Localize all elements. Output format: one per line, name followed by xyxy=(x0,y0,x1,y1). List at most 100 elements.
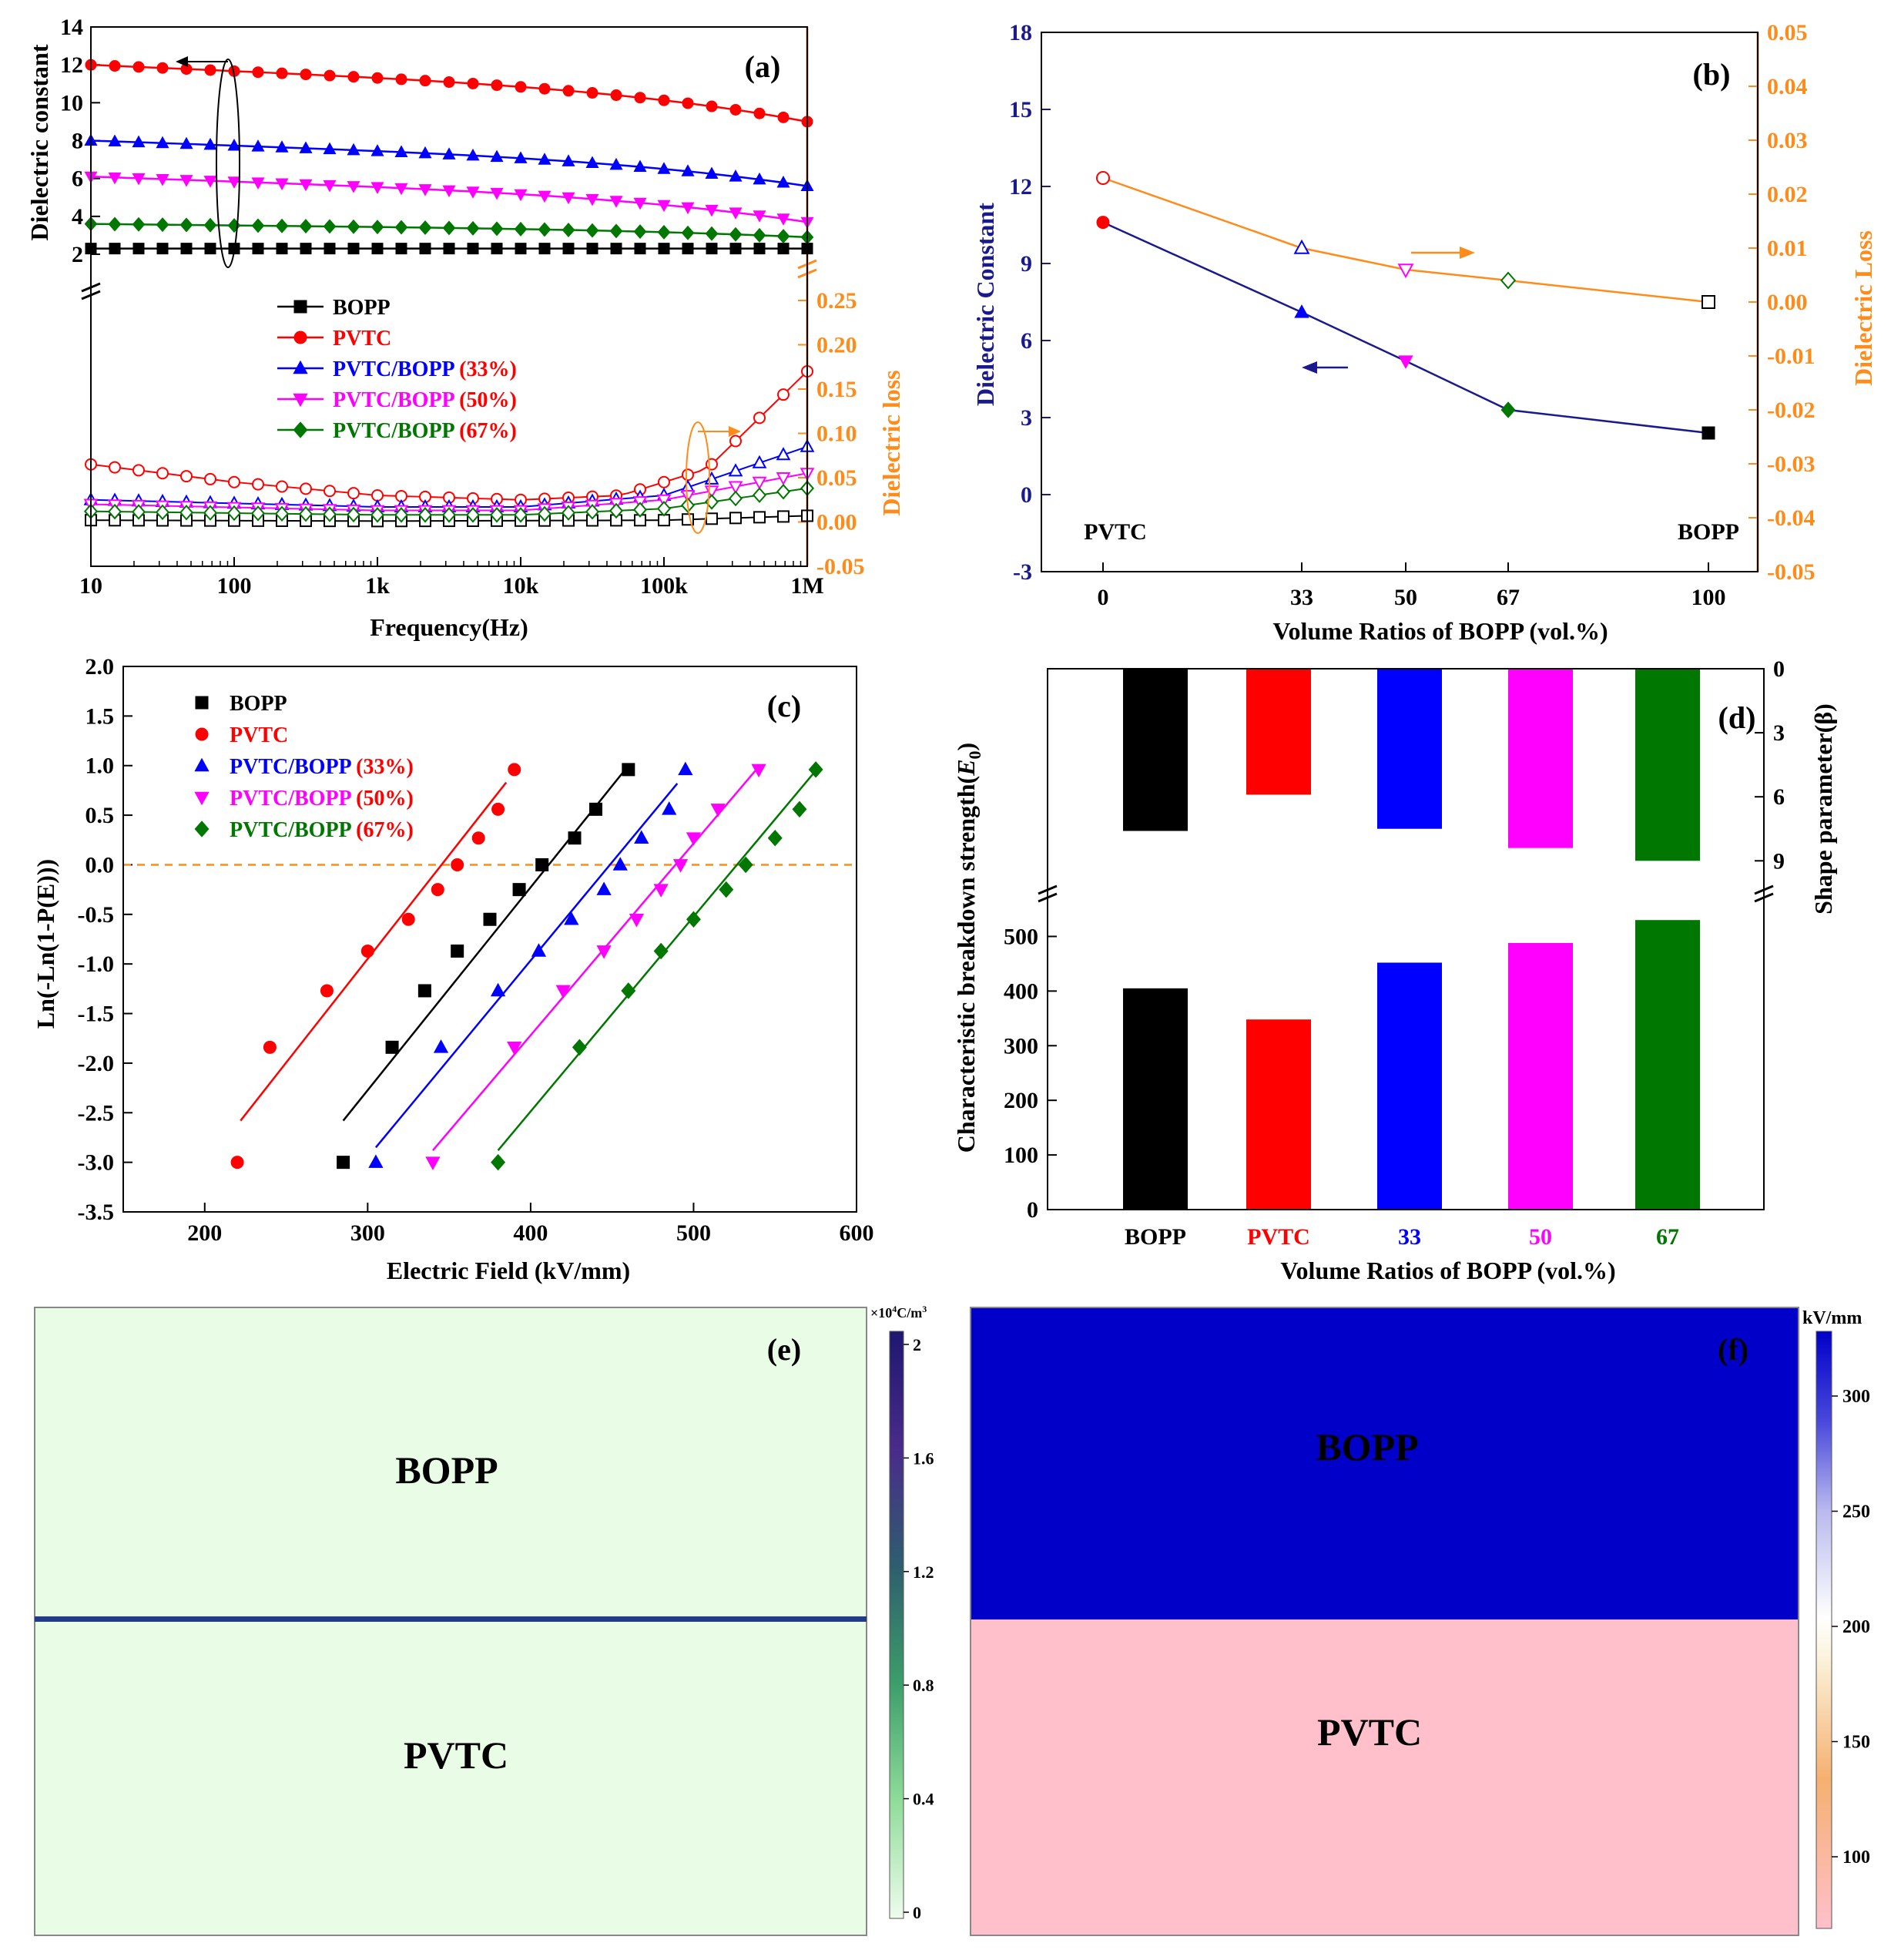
axis-break-gap xyxy=(1041,882,1770,899)
shape-bar-BOPP xyxy=(1123,669,1188,831)
loss-point xyxy=(609,502,624,519)
constant-point xyxy=(633,197,647,210)
data-point xyxy=(738,856,753,874)
x-tick-label: 1M xyxy=(790,573,823,599)
fit-line-PVTC/BOPP (50%) xyxy=(432,770,756,1151)
constant-point xyxy=(418,184,432,196)
constant-line xyxy=(1102,221,1709,435)
y-tick-label-right: 0.25 xyxy=(816,288,857,314)
constant-point xyxy=(753,172,766,185)
constant-point xyxy=(490,149,504,163)
y-tick-label-right: -0.04 xyxy=(1767,505,1816,531)
constant-line-PVTC xyxy=(90,63,808,123)
constant-point xyxy=(109,243,121,255)
loss-point xyxy=(776,447,791,461)
loss-point xyxy=(776,483,791,500)
y-tick-label: -2.5 xyxy=(78,1100,115,1126)
constant-point xyxy=(251,218,265,233)
data-point xyxy=(767,829,783,847)
panel-c-frame xyxy=(122,666,857,1213)
panel-c-ylabel: Ln(-Ln(1-P(E))) xyxy=(32,859,59,1029)
y-tick-label-right: -0.03 xyxy=(1767,451,1816,477)
constant-point xyxy=(156,136,169,149)
annotation-ellipse xyxy=(216,59,240,268)
loss-point xyxy=(228,475,240,488)
legend-label: BOPP xyxy=(333,296,391,320)
x-tick-label: 100 xyxy=(217,573,252,599)
constant-point xyxy=(777,111,790,123)
x-tick-label: 10k xyxy=(503,573,539,599)
y-tick-label-right: -0.02 xyxy=(1767,398,1816,423)
legend-marker xyxy=(195,727,209,741)
x-tick-label: 67 xyxy=(1497,585,1520,610)
constant-point xyxy=(108,134,122,147)
panel-d-ylabel-left: Characteristic breakdown strength(E0) xyxy=(952,743,984,1153)
y-tick-label-right: 3 xyxy=(1773,720,1785,746)
data-point xyxy=(431,883,444,897)
data-point xyxy=(401,912,415,926)
legend-label: PVTC/BOPP (50%) xyxy=(230,787,414,811)
loss-point xyxy=(729,512,742,525)
panel-f-colorbar-unit: kV/mm xyxy=(1802,1308,1862,1328)
constant-point xyxy=(443,243,455,255)
loss-point xyxy=(585,504,600,520)
loss-point xyxy=(728,463,743,477)
breakdown-bar-67 xyxy=(1635,920,1700,1210)
constant-point xyxy=(370,182,384,194)
constant-point xyxy=(132,216,146,232)
loss-point xyxy=(107,503,122,520)
y-tick-label: -0.5 xyxy=(78,902,115,928)
constant-point xyxy=(179,217,193,233)
data-point xyxy=(320,984,334,998)
panel-c: 200 300 400 500 600 -3.5 -3.0 -2.5 -2.0 -1.5 -1.0 -… xyxy=(32,654,874,1284)
loss-point xyxy=(706,512,718,525)
data-point xyxy=(263,1040,277,1054)
constant-point xyxy=(156,62,169,74)
constant-point xyxy=(132,61,145,73)
y-tick-label-left: 6 xyxy=(72,166,83,192)
loss-point xyxy=(156,467,169,480)
constant-point xyxy=(251,177,265,190)
x-category-label: 50 xyxy=(1529,1224,1552,1250)
loss-point xyxy=(394,507,409,523)
data-point xyxy=(612,857,628,871)
loss-point xyxy=(729,435,742,448)
panel-f-bottom-layer: PVTC xyxy=(1317,1710,1422,1754)
constant-point xyxy=(753,227,766,243)
y-tick-label-left: 300 xyxy=(1004,1033,1038,1059)
panel-a-ylabel-right: Dielectric loss xyxy=(877,370,905,515)
y-tick-label-right: 0.00 xyxy=(816,510,857,535)
data-point xyxy=(368,1154,384,1168)
x-tick-label: 500 xyxy=(676,1220,711,1246)
constant-point xyxy=(586,243,598,255)
constant-point xyxy=(370,144,384,156)
panel-b-annotation-bopp: BOPP xyxy=(1678,519,1739,545)
loss-point xyxy=(776,472,791,486)
legend-label: PVTC/BOPP (33%) xyxy=(230,755,414,779)
legend-label: PVTC/BOPP (67%) xyxy=(230,818,414,842)
constant-point xyxy=(729,227,743,242)
panel-f-bottom-region xyxy=(971,1619,1799,1935)
legend-text: PVTC/BOPP xyxy=(333,419,455,443)
constant-point xyxy=(753,210,766,223)
constant-point xyxy=(538,243,551,255)
constant-point xyxy=(634,92,646,104)
data-point xyxy=(589,802,603,816)
data-point xyxy=(808,761,823,778)
x-tick-label: 33 xyxy=(1290,585,1313,610)
legend-marker xyxy=(293,393,308,408)
shape-bar-67 xyxy=(1635,669,1700,861)
loss-point xyxy=(489,507,505,523)
loss-point xyxy=(680,490,696,504)
constant-point xyxy=(156,174,169,186)
x-tick-label: 200 xyxy=(187,1220,222,1246)
annotation-arrowhead-loss xyxy=(729,426,741,437)
loss-point xyxy=(1096,171,1110,185)
data-point xyxy=(568,831,582,845)
y-tick-label-right: 0.04 xyxy=(1767,74,1808,99)
constant-point xyxy=(180,243,193,255)
constant-point xyxy=(395,243,407,255)
panel-b-frame xyxy=(1041,32,1759,572)
loss-point xyxy=(658,475,670,488)
data-point xyxy=(451,858,464,871)
